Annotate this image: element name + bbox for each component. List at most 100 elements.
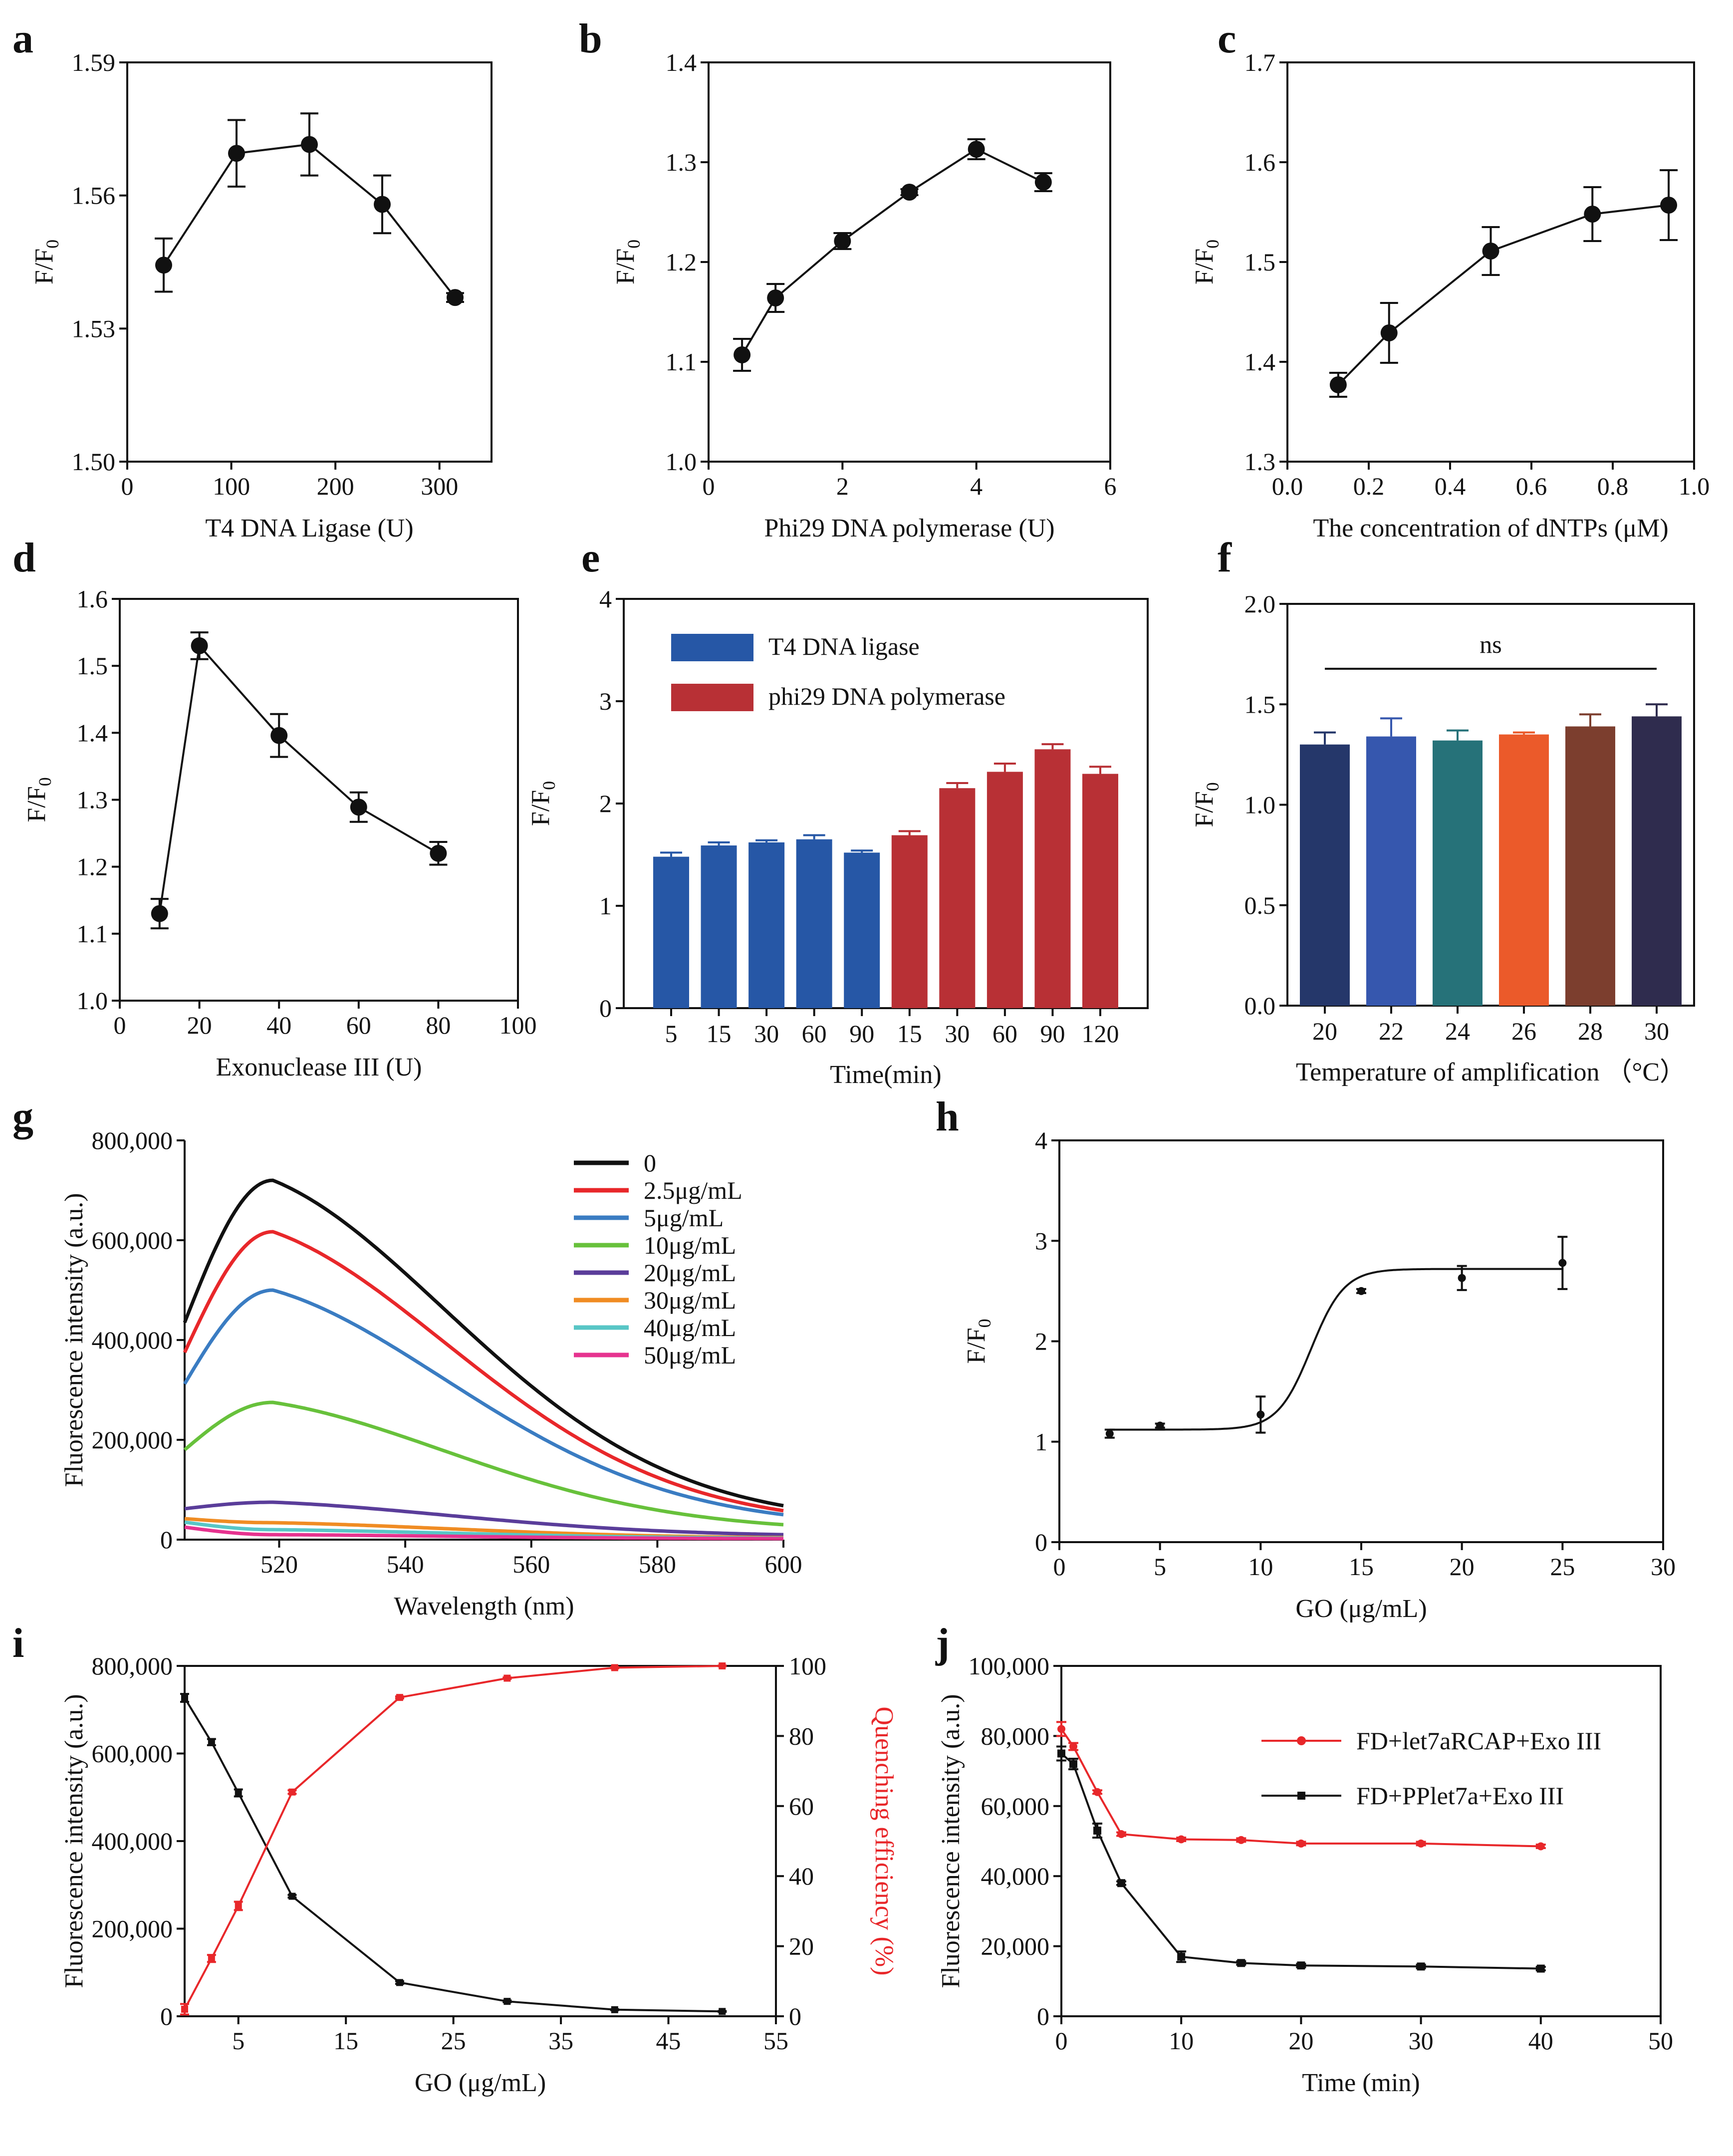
data-point [288, 1892, 296, 1900]
data-point [447, 289, 464, 306]
y-tick-label: 4 [599, 585, 612, 613]
legend-label: T4 DNA ligase [768, 632, 920, 660]
x-tick-label: 15 [897, 1020, 922, 1048]
x-tick-label: 45 [656, 2027, 681, 2055]
series-line [741, 148, 1044, 356]
data-point [1237, 1836, 1245, 1844]
panel-label-e: e [581, 535, 600, 581]
y-tick-label: 1.2 [77, 853, 108, 881]
x-tick-label: 26 [1511, 1017, 1536, 1045]
legend-marker [1297, 1792, 1305, 1800]
data-point [1093, 1826, 1102, 1835]
data-point [1536, 1964, 1545, 1973]
y-tick-label: 0 [599, 994, 612, 1022]
y-tick-label: 400,000 [92, 1326, 173, 1354]
panel-h: h 0 1 2 3 4 0 5 10 15 20 25 30 GO (μg/mL) F/F0 [936, 1093, 1676, 1623]
y-tick-label: 1.0 [77, 987, 108, 1015]
y-tick-label: 1.5 [1244, 690, 1276, 718]
data-point [1069, 1742, 1078, 1751]
data-point [208, 1955, 215, 1962]
data-point [1105, 1429, 1114, 1438]
data-point [374, 196, 391, 213]
x-axis-label: Time(min) [830, 1061, 941, 1089]
y-right-tick-label: 100 [789, 1652, 826, 1680]
y-tick-label: 1.5 [77, 652, 108, 680]
x-tick-label: 90 [1040, 1020, 1065, 1048]
legend-label: 30μg/mL [644, 1286, 736, 1314]
y-tick-label: 1.50 [72, 448, 116, 476]
bar [653, 856, 689, 1008]
legend-label: 50μg/mL [644, 1341, 736, 1369]
panel-label-g: g [12, 1093, 33, 1140]
y-tick-label: 1 [1035, 1428, 1047, 1456]
fit-curve [1109, 1268, 1563, 1431]
bar [748, 842, 785, 1008]
x-tick-label: 10 [1248, 1553, 1273, 1581]
data-point [1177, 1952, 1186, 1961]
y-tick-label: 1.4 [666, 48, 697, 76]
data-point [734, 346, 751, 363]
x-tick-label: 30 [1644, 1017, 1669, 1045]
data-point [1093, 1788, 1102, 1796]
y-tick-label: 1.6 [1244, 148, 1276, 176]
y-tick-label: 0.0 [1244, 992, 1276, 1020]
y-tick-label: 100,000 [969, 1652, 1050, 1680]
legend-swatch [671, 684, 753, 711]
data-point [151, 905, 168, 922]
data-point [1458, 1274, 1466, 1282]
x-tick-label: 4 [970, 472, 983, 500]
series-line [1337, 204, 1669, 386]
bar [1499, 734, 1549, 1006]
panel-g: g 0 200,000 400,000 600,000 800,000 520 540 560 5… [12, 1093, 802, 1620]
y-axis-label: F/F0 [1190, 240, 1223, 284]
x-tick-label: 0 [114, 1011, 126, 1039]
y-tick-label: 0 [160, 2002, 173, 2030]
data-point [350, 799, 367, 816]
x-tick-label: 100 [213, 472, 250, 500]
y-axis-label: F/F0 [526, 781, 559, 826]
panel-d: d 1.0 1.1 1.2 1.3 1.4 1.5 1.6 0 20 40 60 80 100 Exonuc… [12, 535, 537, 1081]
spectrum-line [183, 1230, 784, 1513]
y-right-tick-label: 80 [789, 1722, 814, 1750]
data-point [1417, 1839, 1425, 1848]
data-point [1660, 197, 1678, 214]
panel-label-c: c [1218, 15, 1236, 62]
y-axis-label-subscript: 0 [975, 1319, 994, 1328]
y-right-tick-label: 60 [789, 1792, 814, 1820]
x-tick-label: 300 [421, 472, 458, 500]
panel-label-a: a [12, 15, 33, 62]
data-point [1069, 1760, 1078, 1768]
plot-frame [1060, 1665, 1662, 2017]
legend-label: phi29 DNA polymerase [768, 682, 1005, 710]
data-point [288, 1788, 296, 1796]
y-tick-label: 1 [599, 892, 612, 920]
spectrum-line [183, 1400, 784, 1527]
x-tick-label: 20 [187, 1011, 212, 1039]
bar [1565, 726, 1615, 1006]
y-tick-label: 80,000 [981, 1722, 1050, 1750]
data-point [1034, 174, 1052, 191]
bar [1433, 740, 1483, 1006]
x-tick-label: 15 [1349, 1553, 1374, 1581]
x-tick-label: 30 [1409, 2027, 1434, 2055]
x-axis-label: Phi29 DNA polymerase (U) [764, 514, 1054, 542]
y-tick-label: 0 [160, 1526, 173, 1554]
x-axis-label: T4 DNA Ligase (U) [205, 514, 413, 542]
panel-f: f 0.0 0.5 1.0 1.5 2.0 Temperature of amplifica… [1190, 535, 1695, 1086]
y-tick-label: 1.3 [1244, 448, 1276, 476]
data-point [1417, 1962, 1425, 1971]
x-tick-label: 0 [703, 472, 715, 500]
panel-label-h: h [936, 1093, 959, 1140]
x-tick-label: 6 [1104, 472, 1117, 500]
bar [701, 845, 737, 1008]
data-point [1156, 1421, 1164, 1430]
data-point [430, 844, 447, 862]
x-axis-label: Temperature of amplification （°C） [1296, 1058, 1686, 1086]
data-point [181, 2005, 188, 2013]
data-point [719, 1662, 726, 1669]
x-tick-label: 22 [1379, 1017, 1404, 1045]
bar [1632, 716, 1682, 1006]
data-point [1057, 1725, 1065, 1733]
spectrum-line [183, 1288, 784, 1517]
panel-e: e 0 1 2 3 4 Time(min) F/F0 5 15 30 60 90 15 30 60 90 120 T… [526, 535, 1149, 1089]
